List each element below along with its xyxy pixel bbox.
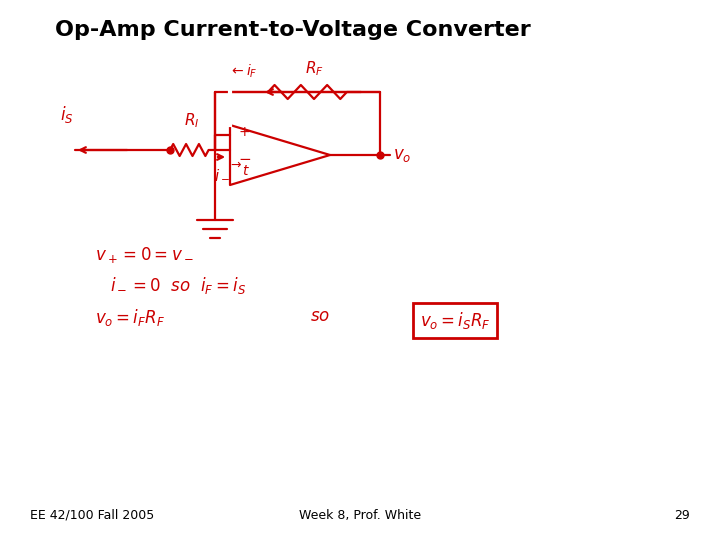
Text: Week 8, Prof. White: Week 8, Prof. White xyxy=(299,509,421,522)
Text: $i_-$: $i_-$ xyxy=(214,167,230,182)
Text: $R_F$: $R_F$ xyxy=(305,59,323,78)
Text: $so$: $so$ xyxy=(310,307,330,325)
Text: $v_+ = 0 = v_-$: $v_+ = 0 = v_-$ xyxy=(95,245,194,265)
Text: $-$: $-$ xyxy=(238,150,251,165)
Text: $R_I$: $R_I$ xyxy=(184,111,199,130)
Text: $v_o = i_S R_F$: $v_o = i_S R_F$ xyxy=(420,310,491,331)
Text: $t$: $t$ xyxy=(242,164,250,178)
Text: $\leftarrow i_F$: $\leftarrow i_F$ xyxy=(230,63,258,80)
Text: $\rightarrow$: $\rightarrow$ xyxy=(228,158,243,171)
Text: $v_o$: $v_o$ xyxy=(393,146,411,164)
Text: Op-Amp Current-to-Voltage Converter: Op-Amp Current-to-Voltage Converter xyxy=(55,20,531,40)
Text: $+$: $+$ xyxy=(238,125,250,139)
Text: $i_- = 0$  so  $i_F = i_S$: $i_- = 0$ so $i_F = i_S$ xyxy=(110,275,246,296)
Text: 29: 29 xyxy=(674,509,690,522)
Text: $v_o = i_F R_F$: $v_o = i_F R_F$ xyxy=(95,307,165,328)
Text: EE 42/100 Fall 2005: EE 42/100 Fall 2005 xyxy=(30,509,154,522)
Text: $i_S$: $i_S$ xyxy=(60,104,73,125)
